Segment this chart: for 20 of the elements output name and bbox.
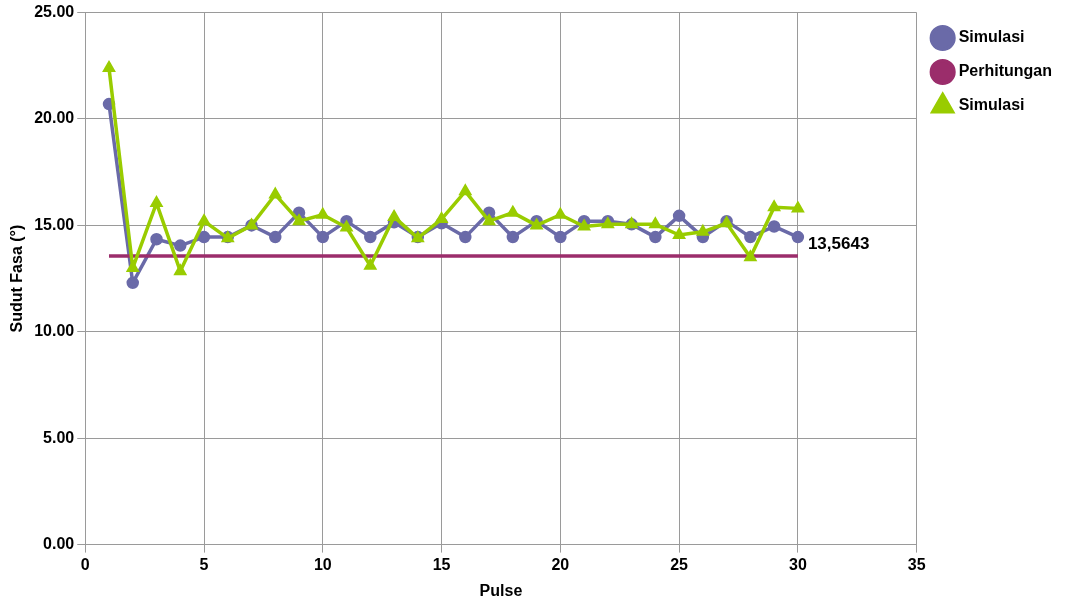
y-axis-title: Sudut Fasa (°) bbox=[8, 224, 26, 333]
x-tick-label: 5 bbox=[199, 555, 209, 573]
x-tick-label: 35 bbox=[907, 555, 926, 573]
annotation: 13,5643 bbox=[807, 234, 870, 254]
y-tick-label: 15.00 bbox=[34, 215, 75, 233]
x-tick-label: 0 bbox=[80, 555, 90, 573]
y-tick-label: 0.00 bbox=[43, 535, 75, 553]
x-tick-label: 30 bbox=[788, 555, 807, 573]
y-tick-label: 25.00 bbox=[34, 3, 75, 21]
y-tick-label: 10.00 bbox=[34, 322, 75, 340]
y-tick-label: 5.00 bbox=[43, 428, 75, 446]
x-tick-label: 10 bbox=[313, 555, 332, 573]
legend-label: Perhitungan bbox=[958, 62, 1053, 80]
x-tick-label: 25 bbox=[670, 555, 689, 573]
legend-label: Simulasi bbox=[958, 96, 1025, 114]
legend-label: Simulasi bbox=[958, 28, 1025, 46]
x-tick-label: 15 bbox=[432, 555, 451, 573]
x-axis-title: Pulse bbox=[479, 581, 523, 599]
y-tick-label: 20.00 bbox=[34, 109, 75, 127]
x-tick-label: 20 bbox=[551, 555, 570, 573]
